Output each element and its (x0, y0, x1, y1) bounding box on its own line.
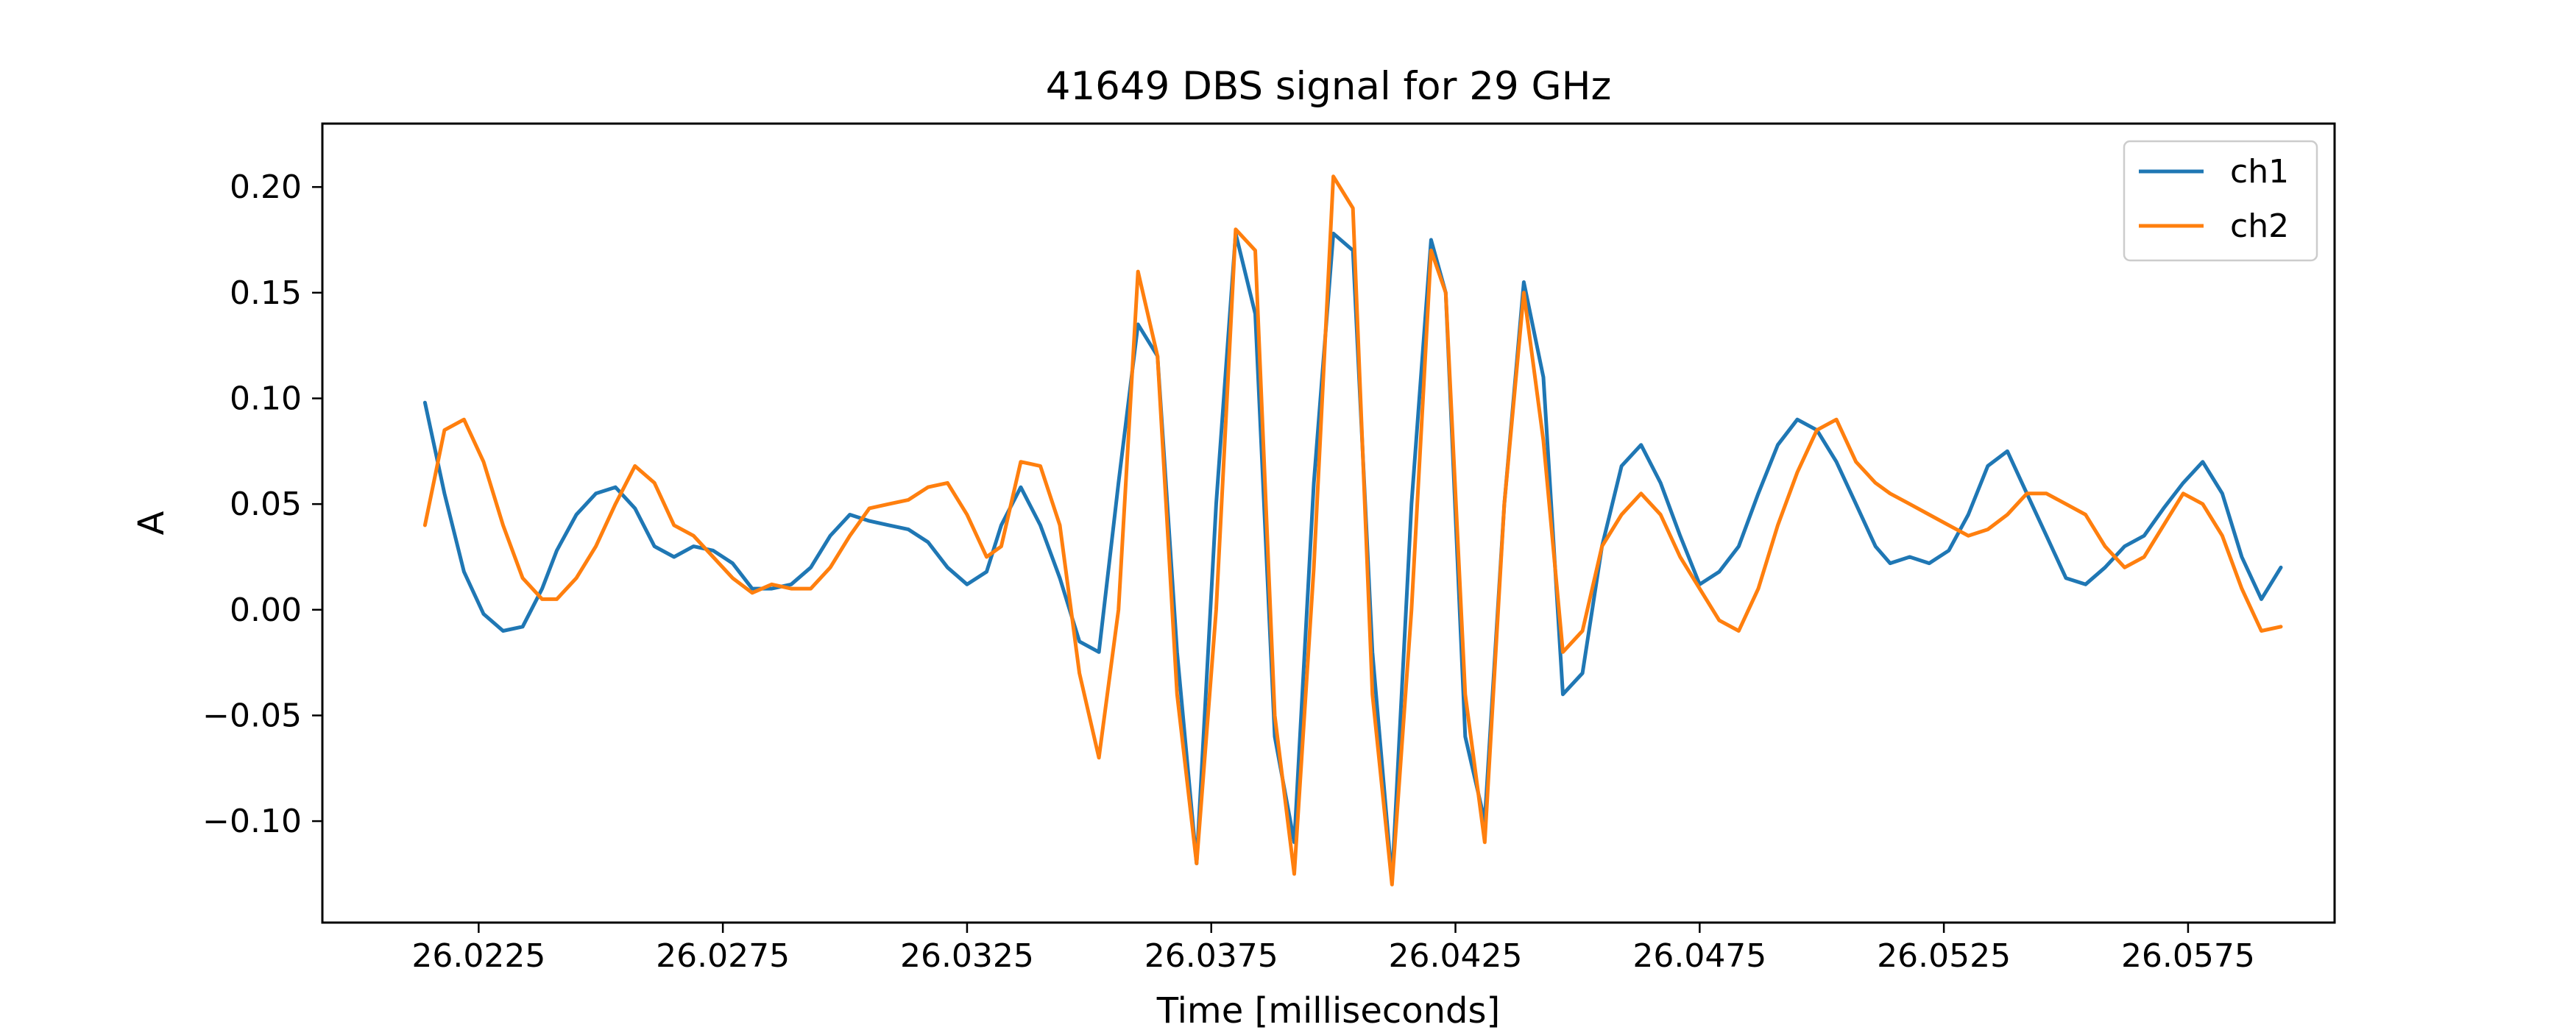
series-layer (422, 174, 2283, 887)
plot-area-frame (321, 122, 2336, 924)
series-line-ch2 (422, 174, 2283, 887)
x-axis-label: Time [milliseconds] (1156, 990, 1500, 1030)
x-tick-label: 26.0475 (1632, 937, 1766, 975)
y-tick-label: 0.05 (230, 486, 302, 523)
y-tick-label: −0.05 (202, 697, 302, 734)
legend-label-ch1: ch1 (2230, 153, 2289, 191)
x-tick-label: 26.0325 (900, 937, 1034, 975)
y-axis-label: A (131, 511, 172, 535)
x-tick-label: 26.0425 (1389, 937, 1523, 975)
y-tick-label: −0.10 (202, 803, 302, 840)
y-tick-label: 0.15 (230, 274, 302, 312)
x-axis-ticks: 26.0225 26.0275 26.0325 26.0375 26.0425 26.04… (411, 923, 2255, 975)
y-tick-label: 0.20 (230, 168, 302, 206)
y-tick-label: 0.00 (230, 592, 302, 629)
x-tick-label: 26.0375 (1144, 937, 1278, 975)
x-tick-label: 26.0525 (1877, 937, 2011, 975)
chart-title: 41649 DBS signal for 29 GHz (1046, 64, 1612, 109)
x-tick-label: 26.0275 (656, 937, 790, 975)
y-axis-ticks: −0.10 −0.05 0.00 0.05 0.10 0.15 0.20 (202, 168, 322, 840)
x-tick-label: 26.0225 (411, 937, 545, 975)
y-tick-label: 0.10 (230, 380, 302, 417)
x-tick-label: 26.0575 (2121, 937, 2255, 975)
legend-label-ch2: ch2 (2230, 207, 2289, 245)
